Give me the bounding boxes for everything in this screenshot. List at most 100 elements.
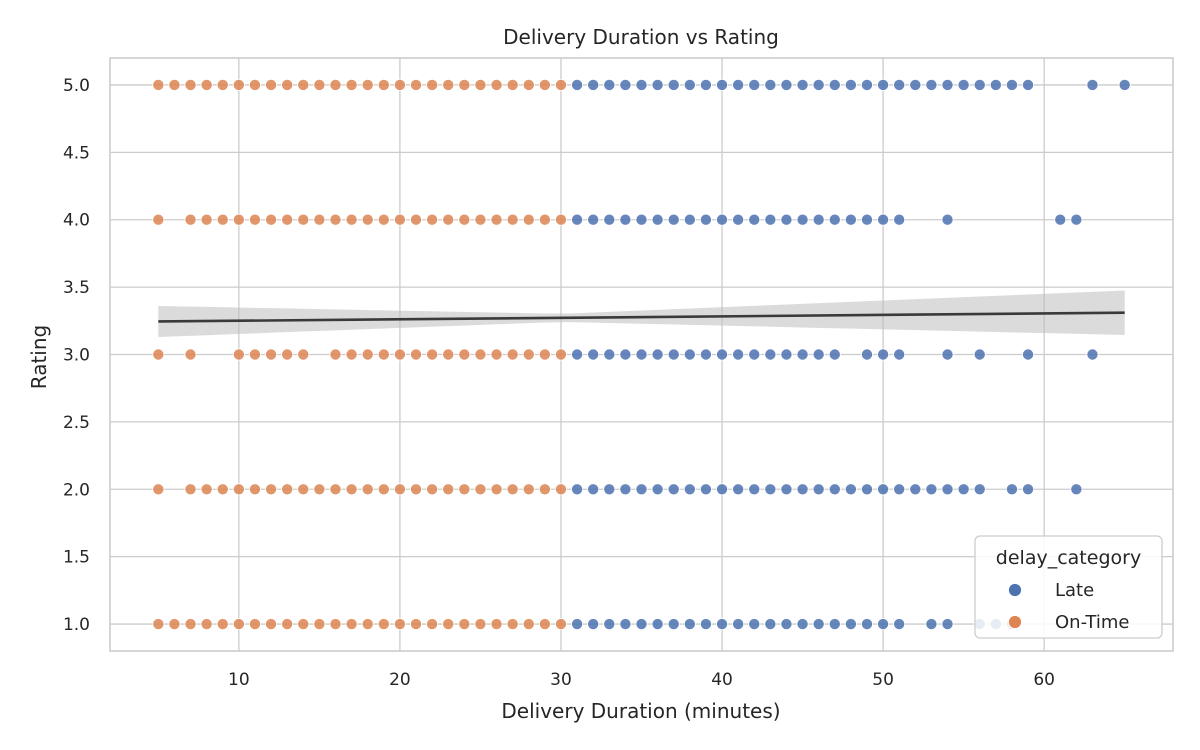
data-point [925,618,938,631]
data-point [603,348,616,361]
data-point [877,483,890,496]
data-point [989,78,1002,91]
data-point [748,348,761,361]
data-point [812,78,825,91]
data-point [426,348,439,361]
x-tick-label: 10 [228,670,250,690]
legend-marker [1008,583,1022,597]
data-point [1022,483,1035,496]
data-point [297,618,310,631]
data-point [329,78,342,91]
data-point [860,78,873,91]
data-point [281,483,294,496]
data-point [828,213,841,226]
trendline [158,311,1125,323]
data-point [1086,348,1099,361]
data-point [764,348,777,361]
data-point [426,618,439,631]
data-point [152,483,165,496]
data-point [716,483,729,496]
data-point [248,78,261,91]
data-point [893,618,906,631]
data-point [796,348,809,361]
data-point [571,618,584,631]
data-point [780,483,793,496]
data-point [184,213,197,226]
data-point [893,483,906,496]
data-point [860,348,873,361]
data-point [844,618,857,631]
data-point [925,483,938,496]
data-point [152,618,165,631]
data-point [699,618,712,631]
data-point [458,348,471,361]
data-point [458,78,471,91]
data-point [281,213,294,226]
x-tick-label: 30 [550,670,572,690]
data-point [683,213,696,226]
data-point [152,348,165,361]
data-point [941,618,954,631]
data-point [909,483,922,496]
data-point [410,483,423,496]
data-point [1022,78,1035,91]
data-point [184,78,197,91]
data-point [764,618,777,631]
data-point [667,213,680,226]
data-point [329,618,342,631]
data-point [458,483,471,496]
data-point [571,213,584,226]
data-point [426,78,439,91]
data-point [313,78,326,91]
data-point [490,78,503,91]
data-point [522,348,535,361]
data-point [732,348,745,361]
data-point [281,618,294,631]
data-point [184,348,197,361]
data-point [732,78,745,91]
data-point [571,348,584,361]
data-point [667,483,680,496]
data-point [538,348,551,361]
data-point [216,483,229,496]
data-point [281,78,294,91]
data-point [683,483,696,496]
data-point [893,348,906,361]
data-point [941,213,954,226]
data-point [538,618,551,631]
data-point [941,348,954,361]
data-point [377,483,390,496]
data-point [232,78,245,91]
data-point [699,213,712,226]
data-point [732,618,745,631]
data-point [748,483,761,496]
data-point [345,213,358,226]
legend-label: Late [1055,580,1094,601]
data-point [490,213,503,226]
data-point [442,348,455,361]
data-point [426,483,439,496]
data-point [458,213,471,226]
data-point [587,618,600,631]
data-point [651,483,664,496]
data-point [248,483,261,496]
data-point [699,348,712,361]
data-point [1086,78,1099,91]
data-point [281,348,294,361]
data-point [587,483,600,496]
data-point [345,483,358,496]
data-point [635,483,648,496]
data-point [442,78,455,91]
data-point [651,78,664,91]
data-point [748,618,761,631]
data-point [538,78,551,91]
data-point [232,213,245,226]
data-point [490,483,503,496]
data-point [667,348,680,361]
data-point [828,618,841,631]
data-point [635,78,648,91]
data-point [474,78,487,91]
data-point [313,618,326,631]
